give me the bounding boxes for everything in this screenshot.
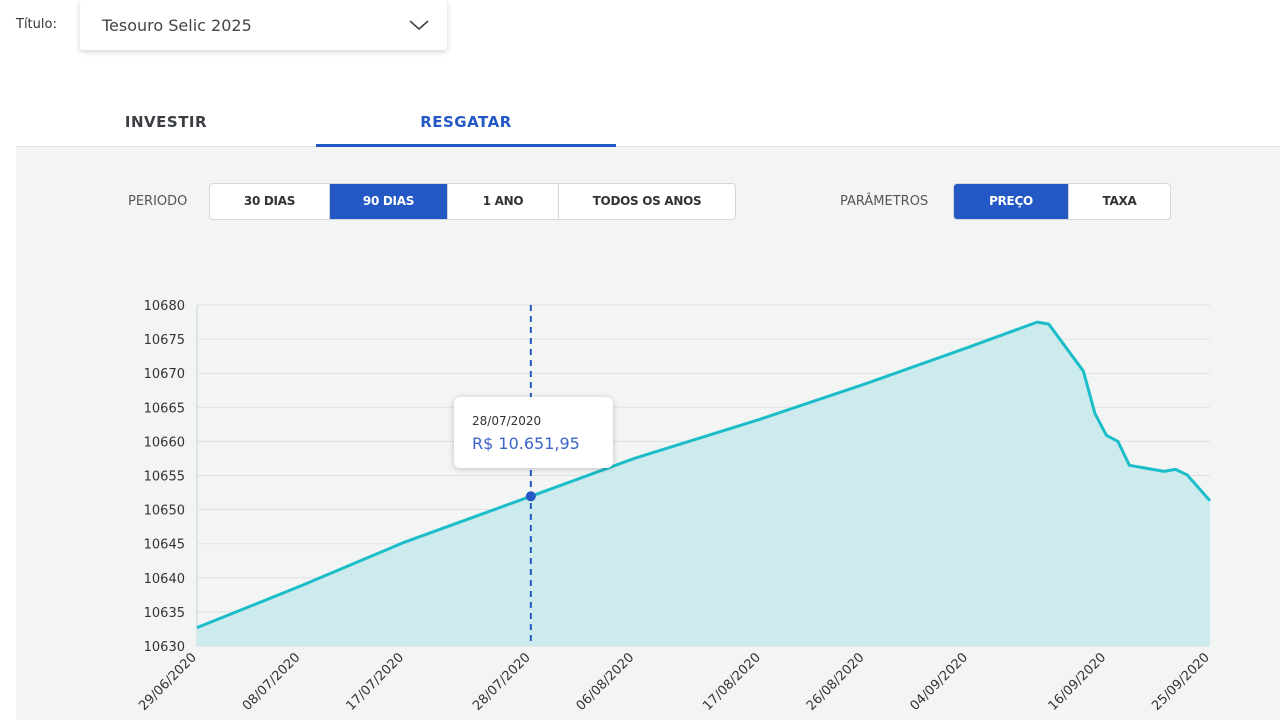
y-tick-label: 10665 — [144, 401, 185, 416]
parameters-label: PARÂMETROS — [840, 194, 929, 209]
chart-tooltip: 28/07/2020 R$ 10.651,95 — [454, 397, 613, 468]
tab-investir[interactable]: INVESTIR — [124, 113, 208, 131]
y-tick-label: 10655 — [144, 470, 185, 485]
x-tick-label: 25/09/2020 — [1149, 650, 1213, 714]
highlight-point — [525, 491, 536, 502]
param-preco-button[interactable]: PREÇO — [954, 184, 1069, 219]
chevron-down-icon — [409, 20, 429, 31]
y-tick-label: 10640 — [144, 572, 185, 587]
y-tick-label: 10660 — [144, 435, 185, 450]
x-tick-label: 28/07/2020 — [470, 650, 534, 714]
tab-resgatar[interactable]: RESGATAR — [316, 100, 616, 147]
tooltip-value: R$ 10.651,95 — [472, 434, 580, 453]
x-tick-label: 29/06/2020 — [136, 650, 200, 714]
y-tick-label: 10635 — [144, 606, 185, 621]
period-selector: 30 DIAS 90 DIAS 1 ANO TODOS OS ANOS — [209, 183, 736, 220]
y-tick-label: 10645 — [144, 538, 185, 553]
x-tick-label: 17/08/2020 — [700, 650, 764, 714]
y-tick-label: 10675 — [144, 333, 185, 348]
price-chart[interactable]: 10630 10635 10640 10645 10650 10655 10660 10665… — [0, 280, 1280, 720]
x-tick-label: 04/09/2020 — [907, 650, 971, 714]
param-taxa-button[interactable]: TAXA — [1102, 194, 1137, 208]
x-tick-label: 08/07/2020 — [240, 650, 304, 714]
y-tick-label: 10680 — [144, 299, 185, 314]
period-todos-os-anos-button[interactable]: TODOS OS ANOS — [592, 194, 702, 208]
y-tick-label: 10630 — [144, 640, 185, 655]
period-1-ano-button[interactable]: 1 ANO — [448, 184, 559, 219]
period-90-dias-button[interactable]: 90 DIAS — [330, 184, 448, 219]
title-select[interactable]: Tesouro Selic 2025 — [80, 0, 447, 50]
x-tick-label: 16/09/2020 — [1046, 650, 1110, 714]
x-tick-label: 26/08/2020 — [804, 650, 868, 714]
tab-bar: INVESTIR RESGATAR — [16, 100, 1280, 147]
series-area — [197, 322, 1210, 646]
title-label: Título: — [16, 17, 57, 32]
x-tick-label: 06/08/2020 — [574, 650, 638, 714]
title-select-value: Tesouro Selic 2025 — [102, 15, 252, 35]
x-tick-label: 17/07/2020 — [343, 650, 407, 714]
parameters-selector: PREÇO TAXA — [953, 183, 1171, 220]
y-tick-label: 10650 — [144, 504, 185, 519]
y-tick-label: 10670 — [144, 367, 185, 382]
period-label: PERIODO — [128, 194, 188, 209]
tooltip-date: 28/07/2020 — [472, 414, 542, 428]
period-30-dias-button[interactable]: 30 DIAS — [210, 184, 330, 219]
